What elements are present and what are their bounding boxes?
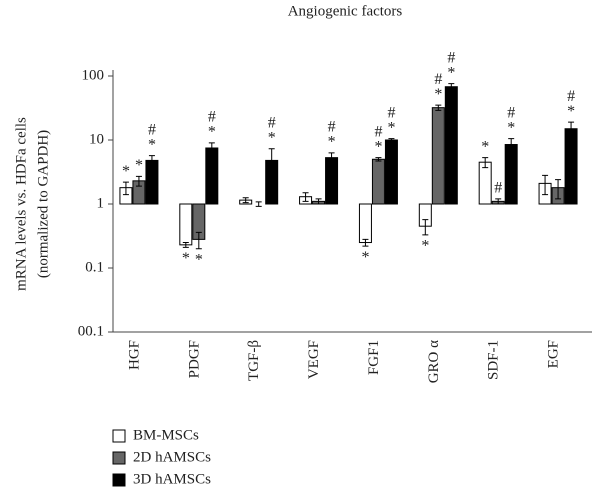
annotation: #	[447, 49, 455, 66]
legend-swatch	[112, 429, 126, 443]
annotation: *	[328, 134, 336, 151]
bar	[179, 203, 193, 246]
bar	[504, 144, 518, 205]
annotation: *	[507, 119, 515, 136]
error-bar	[495, 198, 502, 205]
annotation: *	[434, 86, 442, 103]
annotation: *	[447, 64, 455, 81]
error-bar	[315, 198, 322, 205]
annotation: *	[148, 136, 156, 153]
error-bar	[482, 157, 489, 169]
y-tick-label: 10	[89, 131, 104, 147]
error-bar	[195, 231, 202, 250]
x-tick-label: PDGF	[186, 340, 202, 378]
x-tick-label: VEGF	[306, 340, 322, 379]
legend-label: BM-MSCs	[133, 427, 199, 443]
error-bar	[328, 152, 335, 164]
error-bar	[448, 83, 455, 91]
x-tick-label: FGF1	[366, 340, 382, 375]
annotation: *	[374, 138, 382, 155]
error-bar	[555, 179, 562, 200]
error-bar	[268, 148, 275, 182]
annotation: *	[122, 163, 130, 180]
error-bar	[375, 157, 382, 162]
error-bar	[135, 175, 142, 187]
annotation: #	[567, 88, 575, 105]
bar	[205, 147, 219, 205]
legend-swatch	[112, 451, 126, 465]
x-tick-label: HGF	[126, 340, 142, 370]
bar	[358, 203, 372, 244]
x-tick-label: EGF	[546, 340, 562, 368]
chart-title: Angiogenic factors	[288, 3, 403, 19]
x-tick-label: TGF-β	[246, 340, 262, 381]
error-bar	[148, 155, 155, 167]
annotation: *	[361, 249, 369, 266]
annotation: #	[507, 104, 515, 121]
annotation: #	[434, 71, 442, 88]
annotation: #	[268, 114, 276, 131]
error-bar	[255, 201, 262, 207]
annotation: #	[387, 104, 395, 121]
x-tick-label: GRO α	[426, 340, 442, 383]
annotation: *	[421, 237, 429, 254]
annotation: *	[481, 138, 489, 155]
error-bar	[242, 197, 249, 204]
bar	[478, 161, 492, 205]
y-axis-label: mRNA levels vs. HDFa cells	[13, 117, 29, 291]
annotation: *	[135, 157, 143, 174]
annotation: *	[182, 250, 190, 267]
annotation: #	[208, 109, 216, 126]
annotation: *	[195, 251, 203, 268]
bar	[371, 158, 385, 205]
error-bar	[122, 181, 129, 196]
legend-swatch	[112, 473, 126, 487]
error-bar	[362, 238, 369, 247]
bar	[384, 139, 398, 205]
annotation: *	[268, 129, 276, 146]
error-bar	[568, 121, 575, 138]
error-bar	[388, 138, 395, 142]
y-tick-label: 1	[97, 195, 105, 211]
annotation: #	[374, 123, 382, 140]
y-axis-label: (normalized to GAPDH)	[35, 130, 51, 278]
annotation: #	[148, 121, 156, 138]
error-bar	[182, 242, 189, 248]
y-tick-label: 100	[82, 67, 105, 83]
error-bar	[422, 219, 429, 236]
legend-label: 2D hAMSCs	[133, 449, 211, 465]
annotation: *	[567, 103, 575, 120]
x-tick-label: SDF-1	[486, 340, 502, 380]
error-bar	[302, 192, 309, 202]
bar	[564, 128, 578, 205]
annotation: *	[208, 124, 216, 141]
error-bar	[508, 138, 515, 153]
bar	[145, 159, 159, 205]
legend-label: 3D hAMSCs	[133, 471, 211, 487]
annotation: #	[494, 180, 502, 197]
y-tick-label: 00.1	[78, 323, 104, 339]
error-bar	[542, 174, 549, 196]
y-tick-label: 0.1	[85, 259, 104, 275]
annotation: #	[328, 119, 336, 136]
error-bar	[208, 142, 215, 155]
annotation: *	[387, 119, 395, 136]
error-bar	[435, 104, 442, 111]
bar	[444, 86, 458, 205]
bar	[325, 157, 339, 205]
bar	[431, 107, 445, 205]
